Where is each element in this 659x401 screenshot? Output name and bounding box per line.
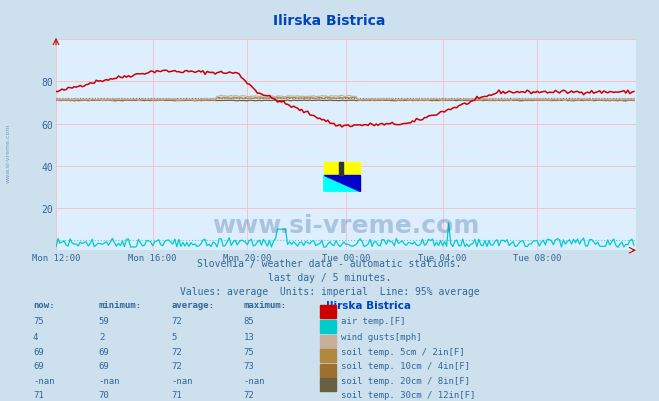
Text: Slovenia / weather data - automatic stations.: Slovenia / weather data - automatic stat…: [197, 259, 462, 269]
Text: maximum:: maximum:: [244, 300, 287, 309]
Text: 73: 73: [244, 361, 254, 370]
Text: 4: 4: [33, 332, 38, 341]
Text: 85: 85: [244, 316, 254, 326]
Text: www.si-vreme.com: www.si-vreme.com: [5, 123, 11, 182]
Polygon shape: [324, 176, 360, 192]
Bar: [320, 379, 336, 391]
Bar: [320, 320, 336, 333]
Bar: [320, 305, 336, 318]
Bar: [320, 335, 336, 348]
Text: 2: 2: [99, 332, 104, 341]
Text: 69: 69: [33, 347, 43, 356]
Text: 71: 71: [171, 390, 182, 399]
Text: 69: 69: [33, 361, 43, 370]
Text: 72: 72: [171, 347, 182, 356]
Text: soil temp. 10cm / 4in[F]: soil temp. 10cm / 4in[F]: [341, 361, 470, 370]
Text: minimum:: minimum:: [99, 300, 142, 309]
Text: Values: average  Units: imperial  Line: 95% average: Values: average Units: imperial Line: 95…: [180, 287, 479, 297]
Text: soil temp. 5cm / 2in[F]: soil temp. 5cm / 2in[F]: [341, 347, 465, 356]
Bar: [320, 349, 336, 362]
Text: 59: 59: [99, 316, 109, 326]
Text: 70: 70: [99, 390, 109, 399]
Text: last day / 5 minutes.: last day / 5 minutes.: [268, 273, 391, 283]
Text: 72: 72: [171, 361, 182, 370]
Text: -nan: -nan: [99, 376, 121, 385]
Text: -nan: -nan: [171, 376, 193, 385]
Text: now:: now:: [33, 300, 55, 309]
Text: -nan: -nan: [244, 376, 266, 385]
Bar: [320, 365, 336, 377]
Polygon shape: [324, 176, 360, 192]
Text: www.si-vreme.com: www.si-vreme.com: [212, 213, 480, 237]
Text: 69: 69: [99, 347, 109, 356]
Text: soil temp. 30cm / 12in[F]: soil temp. 30cm / 12in[F]: [341, 390, 475, 399]
Text: average:: average:: [171, 300, 214, 309]
Text: -nan: -nan: [33, 376, 55, 385]
Text: 5: 5: [171, 332, 177, 341]
Text: 75: 75: [33, 316, 43, 326]
Text: 69: 69: [99, 361, 109, 370]
Text: 13: 13: [244, 332, 254, 341]
Text: wind gusts[mph]: wind gusts[mph]: [341, 332, 421, 341]
Bar: [339, 162, 343, 176]
Text: Ilirska Bistrica: Ilirska Bistrica: [273, 14, 386, 28]
Bar: [324, 162, 360, 192]
Text: 71: 71: [33, 390, 43, 399]
Text: 75: 75: [244, 347, 254, 356]
Text: soil temp. 20cm / 8in[F]: soil temp. 20cm / 8in[F]: [341, 376, 470, 385]
Text: 72: 72: [171, 316, 182, 326]
Text: Ilirska Bistrica: Ilirska Bistrica: [326, 300, 411, 310]
Text: air temp.[F]: air temp.[F]: [341, 316, 405, 326]
Text: 72: 72: [244, 390, 254, 399]
